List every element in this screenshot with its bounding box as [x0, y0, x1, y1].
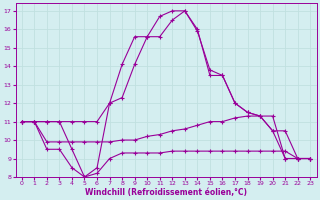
X-axis label: Windchill (Refroidissement éolien,°C): Windchill (Refroidissement éolien,°C) [85, 188, 247, 197]
